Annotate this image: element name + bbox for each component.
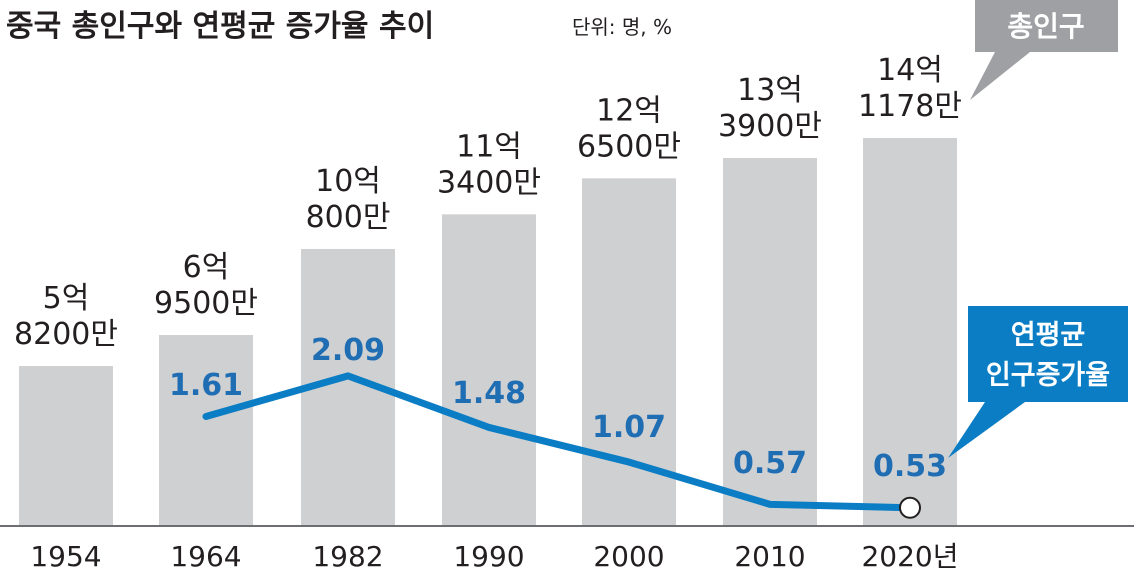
population-callout-pointer [970, 52, 1030, 100]
population-bar [159, 334, 253, 526]
x-tick-label: 1964 [170, 540, 241, 573]
population-label-line2: 8200만 [14, 317, 118, 352]
rate-value-label: 1.07 [592, 410, 666, 445]
rate-value-label: 0.53 [873, 449, 947, 484]
x-tick-label: 2020년 [861, 540, 958, 573]
rate-callout-line2: 인구증가율 [986, 360, 1110, 391]
population-bar [442, 214, 536, 526]
rate-value-label: 1.48 [452, 376, 526, 411]
population-label-line2: 800만 [306, 200, 391, 235]
x-tick-label: 1954 [30, 540, 101, 573]
rate-callout-line1: 연평균 [1011, 320, 1086, 351]
rate-end-marker [899, 496, 921, 519]
population-label-line1: 12억 [596, 93, 662, 128]
population-bar [863, 138, 957, 526]
rate-callout-box [968, 306, 1128, 402]
population-callout-box [975, 0, 1118, 52]
population-label-line1: 13억 [737, 73, 803, 108]
population-label-line1: 14억 [877, 53, 943, 88]
population-label-line2: 6500만 [577, 129, 681, 164]
x-tick-label: 1990 [453, 540, 524, 573]
x-tick-label: 2000 [593, 540, 664, 573]
rate-value-label: 0.57 [733, 446, 807, 481]
x-tick-label: 2010 [734, 540, 805, 573]
population-callout-label: 총인구 [1007, 10, 1084, 43]
population-label-line1: 11억 [456, 129, 522, 164]
rate-line [202, 372, 914, 512]
population-label-line2: 3400만 [437, 165, 541, 200]
population-bar [723, 158, 817, 527]
population-label-line2: 9500만 [154, 286, 258, 321]
population-label-line1: 5억 [43, 281, 90, 316]
rate-value-label: 1.61 [169, 368, 243, 403]
unit-note: 단위: 명, % [572, 15, 672, 39]
population-label-line2: 1178만 [858, 89, 962, 124]
x-tick-label: 1982 [312, 540, 383, 573]
population-bar [19, 366, 113, 526]
rate-callout-pointer [948, 402, 1025, 458]
population-label-line1: 6억 [183, 250, 230, 285]
population-label-line2: 3900만 [718, 109, 822, 144]
population-label-line1: 10억 [315, 164, 381, 199]
rate-value-label: 2.09 [311, 333, 385, 368]
chart-title: 중국 총인구와 연평균 증가율 추이 [6, 9, 434, 44]
